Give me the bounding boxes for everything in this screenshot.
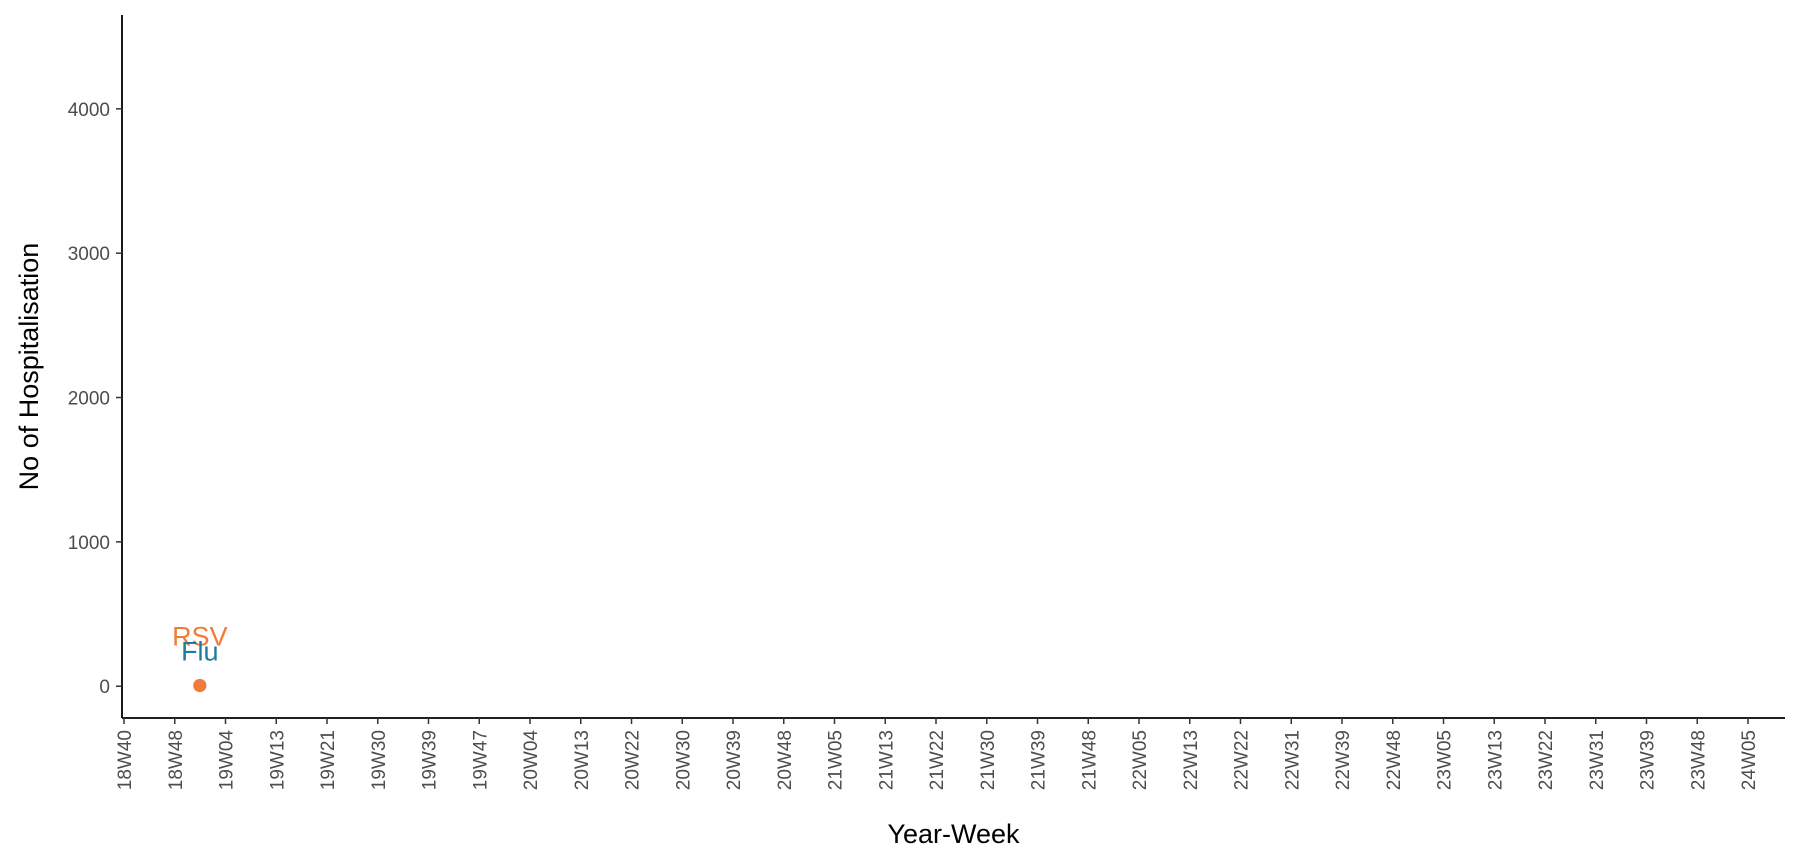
series-label-flu: Flu	[181, 637, 219, 667]
x-tick-label: 23W39	[1638, 730, 1659, 790]
x-tick-label: 23W13	[1485, 730, 1506, 790]
x-tick-label: 19W21	[318, 730, 339, 790]
x-tick-label: 19W30	[369, 730, 390, 790]
x-tick-label: 22W13	[1181, 730, 1202, 790]
x-tick-label: 22W22	[1232, 730, 1253, 790]
x-tick-label: 19W04	[217, 730, 238, 791]
x-tick-label: 23W22	[1536, 730, 1557, 790]
series-label-rsv: RSV	[172, 622, 228, 652]
x-tick-label: 20W30	[673, 730, 694, 790]
x-tick-label: 21W13	[876, 730, 897, 790]
x-tick-label: 21W22	[927, 730, 948, 790]
x-tick-label: 18W40	[115, 730, 136, 790]
x-tick-label: 21W05	[826, 730, 847, 790]
y-tick-label: 1000	[68, 533, 110, 554]
x-tick-label: 20W22	[623, 730, 644, 790]
x-tick-label: 21W30	[978, 730, 999, 790]
y-tick-label: 0	[99, 677, 110, 698]
x-tick-label: 19W39	[420, 730, 441, 790]
x-tick-label: 20W04	[521, 730, 542, 791]
x-tick-label: 22W05	[1130, 730, 1151, 790]
x-tick-label: 23W31	[1587, 730, 1608, 790]
y-tick-label: 2000	[68, 389, 110, 410]
x-tick-label: 22W31	[1282, 730, 1303, 790]
x-tick-label: 20W39	[724, 730, 745, 790]
x-tick-label: 22W39	[1333, 730, 1354, 790]
y-axis-title: No of Hospitalisation	[14, 243, 44, 491]
x-axis: 18W40 18W48 19W04 19W13 19W21 19W30 19W39 19W47…	[115, 717, 1785, 791]
x-tick-label: 19W13	[267, 730, 288, 790]
x-tick-label: 21W39	[1029, 730, 1050, 790]
x-tick-label: 18W48	[166, 730, 187, 790]
x-tick-label: 19W47	[470, 730, 491, 790]
x-tick-label: 22W48	[1384, 730, 1405, 790]
x-tick-label: 23W05	[1435, 730, 1456, 790]
y-tick-label: 4000	[68, 100, 110, 121]
y-axis: 0 1000 2000 3000 4000	[68, 15, 123, 718]
x-axis-title: Year-Week	[887, 819, 1020, 849]
x-tick-label: 24W05	[1739, 730, 1760, 790]
x-tick-label: 21W48	[1079, 730, 1100, 790]
x-tick-label: 20W48	[775, 730, 796, 790]
x-tick-label: 23W48	[1688, 730, 1709, 790]
y-tick-label: 3000	[68, 244, 110, 265]
x-tick-label: 20W13	[572, 730, 593, 790]
data-point-rsv	[193, 679, 207, 693]
